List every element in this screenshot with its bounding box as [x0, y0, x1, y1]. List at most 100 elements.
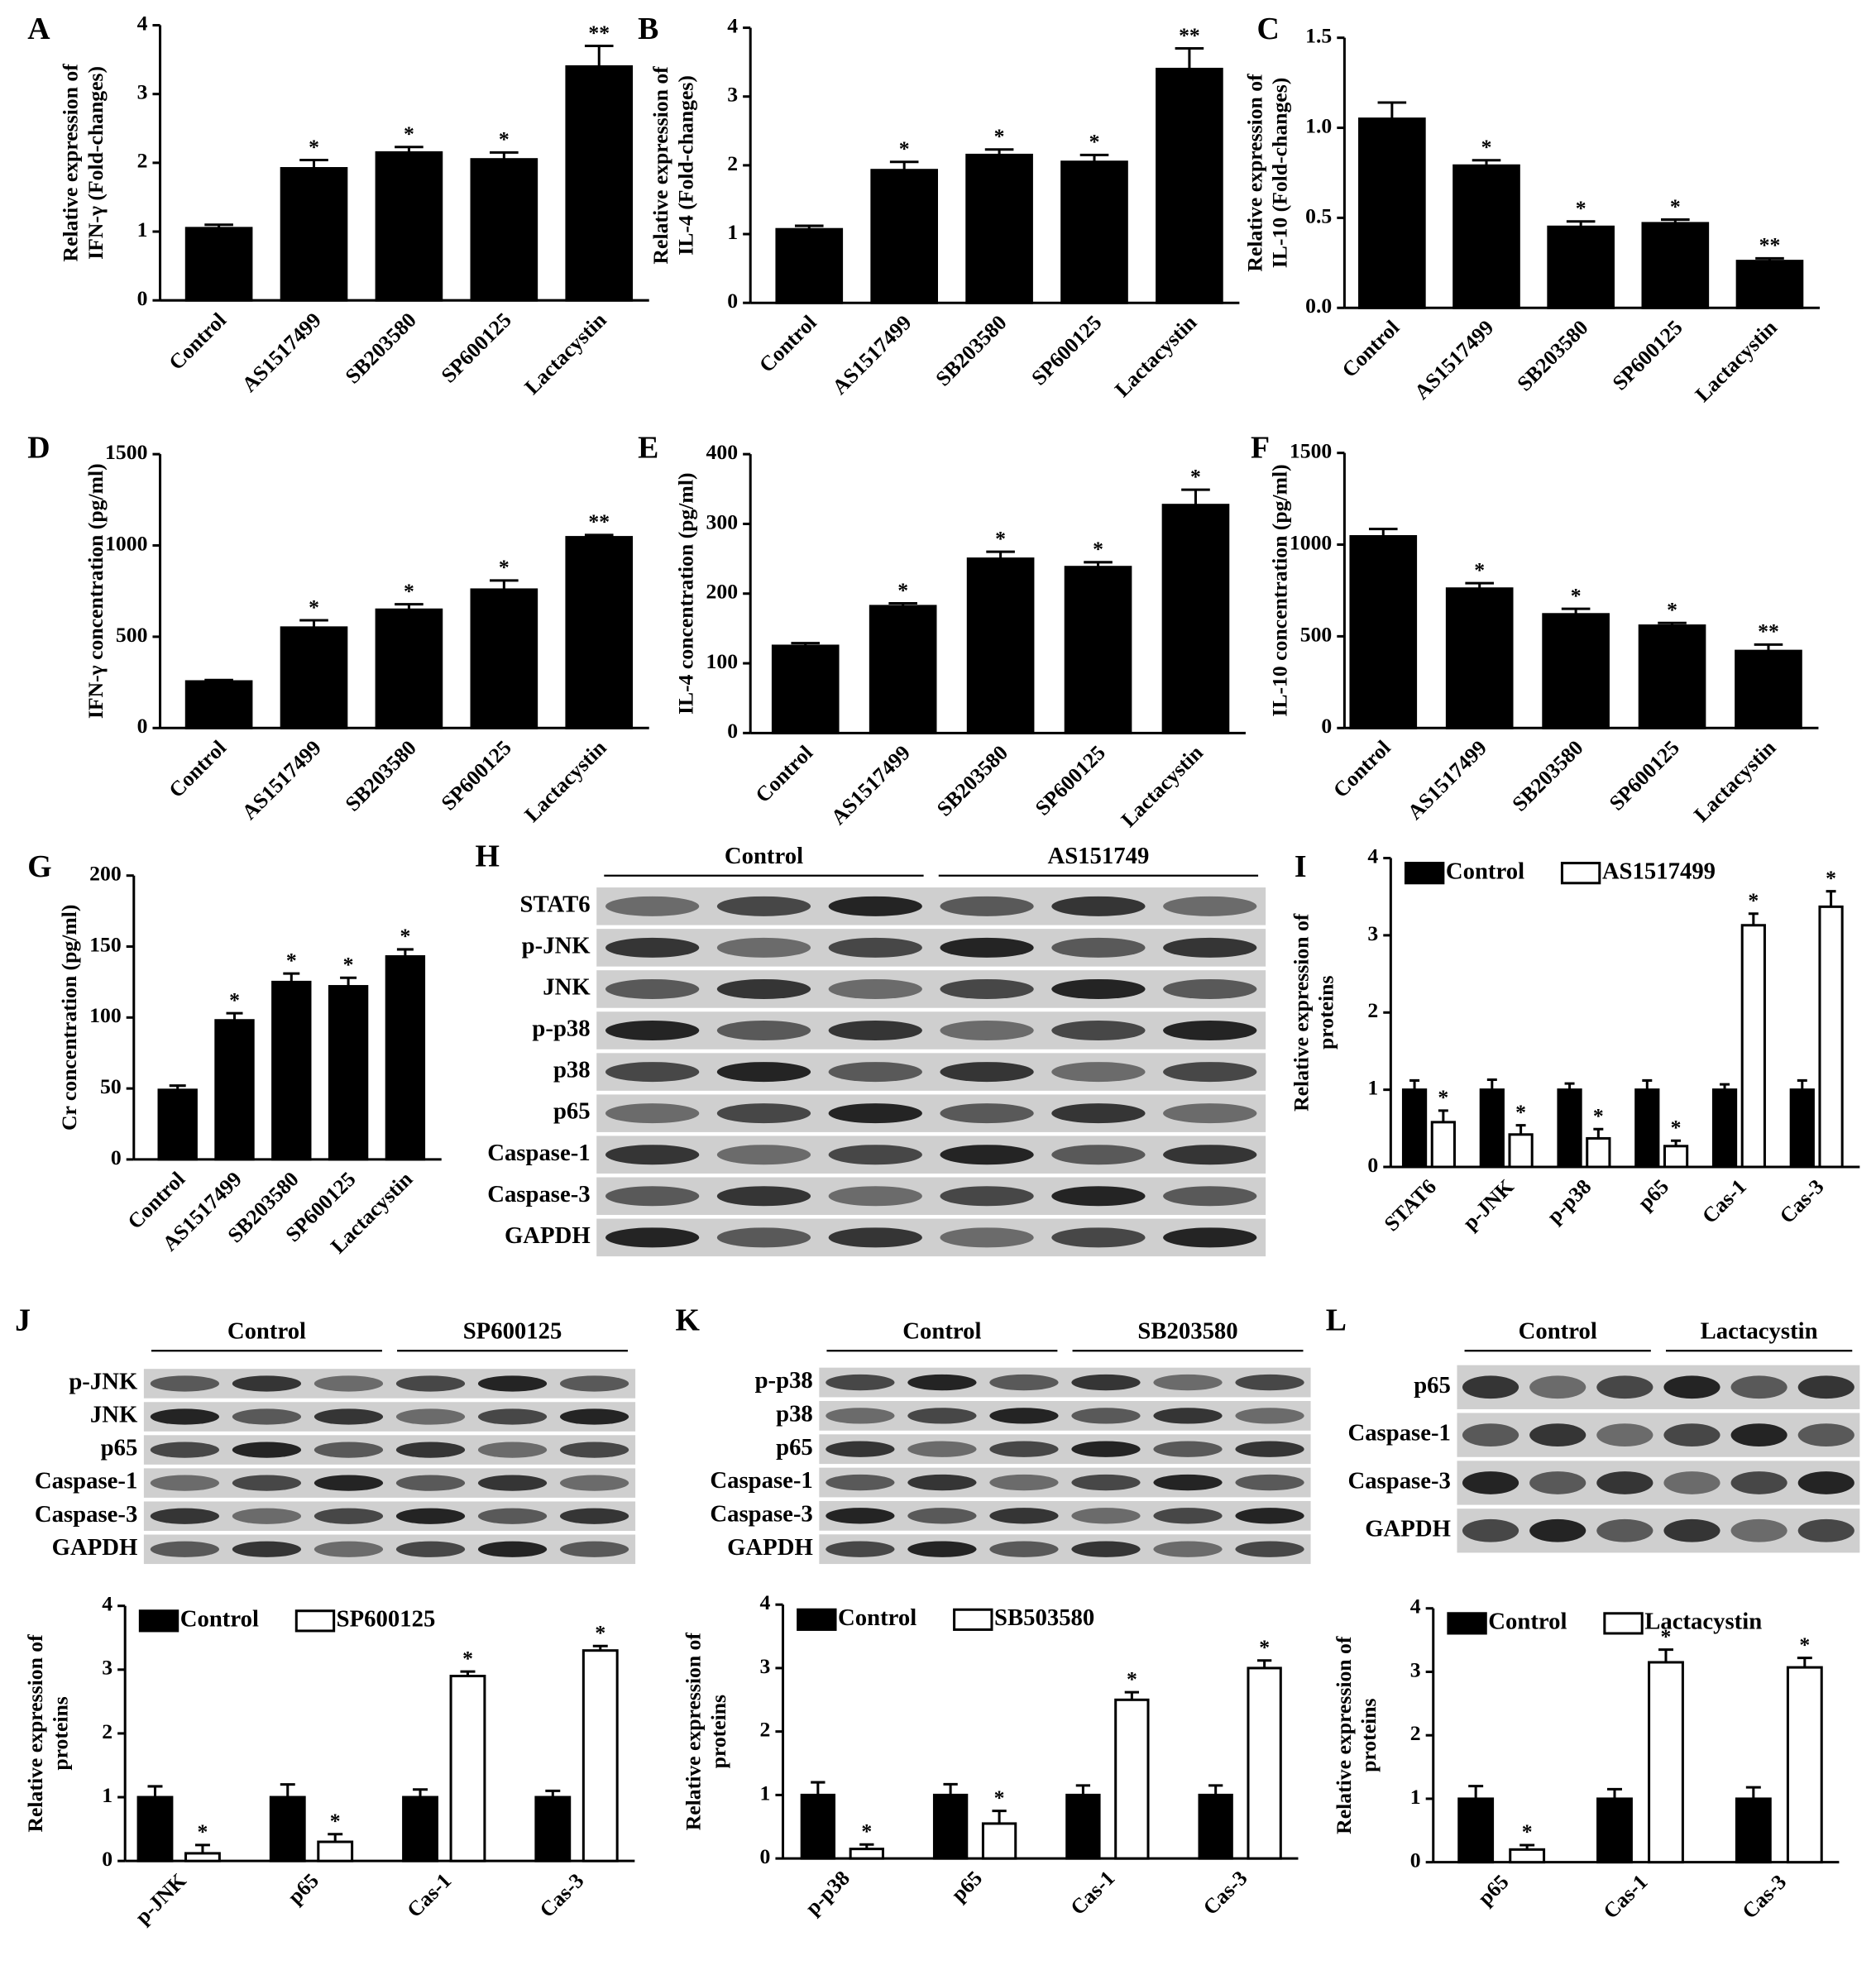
blot-strip [596, 929, 1266, 967]
y-tick-label: 150 [89, 932, 122, 956]
panel-label: D [27, 430, 50, 465]
band [1462, 1518, 1519, 1542]
bar [870, 169, 938, 304]
y-tick-label: 0 [760, 1844, 771, 1868]
x-tick-label: STAT6 [1380, 1174, 1441, 1236]
y-tick-label: 1 [137, 218, 148, 241]
significance-label: * [1089, 130, 1100, 154]
band [1163, 1062, 1257, 1083]
band [1596, 1423, 1653, 1447]
legend-label: Control [180, 1605, 259, 1632]
band [605, 978, 700, 999]
y-tick-label: 0 [1321, 714, 1332, 738]
band [828, 1021, 922, 1041]
blot-strip [1457, 1509, 1860, 1553]
band [150, 1442, 219, 1458]
panel-label: L [1326, 1303, 1347, 1338]
bar [1586, 1136, 1611, 1169]
y-tick-label: 4 [1367, 844, 1378, 868]
band [1163, 1186, 1257, 1207]
error-bar [340, 976, 357, 987]
y-tick-label: 4 [137, 11, 148, 35]
y-tick-label: 1 [1367, 1076, 1378, 1100]
x-tick-label: p65 [946, 1866, 987, 1906]
significance-label: * [1481, 135, 1492, 159]
y-tick-label: 0 [111, 1145, 122, 1169]
legend-swatch [138, 1609, 179, 1633]
band [907, 1541, 977, 1557]
band [907, 1408, 977, 1424]
error-bar [1755, 256, 1784, 261]
band [313, 1442, 384, 1458]
x-tick-label: p-p38 [1542, 1174, 1596, 1228]
bar [1065, 1793, 1101, 1860]
y-tick-label: 0 [102, 1847, 112, 1871]
y-tick-label: 0.5 [1305, 203, 1332, 227]
band [1071, 1474, 1141, 1491]
error-bar [169, 1084, 186, 1090]
significance-label: * [1190, 464, 1201, 488]
band [1153, 1374, 1223, 1391]
x-tick-label: SP600125 [1605, 735, 1684, 815]
y-axis-label: proteins [1314, 976, 1338, 1050]
bar [1786, 1666, 1823, 1864]
band [716, 1062, 811, 1083]
x-tick-label: Cas-1 [1065, 1866, 1119, 1920]
significance-label: * [499, 555, 510, 579]
blot-strip [819, 1534, 1311, 1565]
significance-label: * [330, 1809, 341, 1833]
bar [1735, 1797, 1772, 1864]
band [477, 1475, 548, 1491]
band [1596, 1518, 1653, 1542]
bar [1648, 1661, 1684, 1864]
legend-label: Control [1446, 858, 1524, 884]
x-tick-label: Cas-1 [1697, 1174, 1751, 1228]
protein-label: p38 [553, 1057, 591, 1083]
band [989, 1441, 1059, 1457]
band [1596, 1471, 1653, 1494]
bar [1349, 535, 1418, 729]
panel-label: J [15, 1303, 31, 1338]
y-tick-label: 1.5 [1305, 24, 1332, 48]
band [477, 1375, 548, 1392]
band [1235, 1408, 1304, 1424]
bar [771, 644, 840, 734]
error-bar [1754, 643, 1783, 652]
x-tick-label: SP600125 [1031, 740, 1110, 820]
band [828, 937, 922, 958]
protein-label: p-JNK [69, 1369, 138, 1395]
significance-label: * [404, 579, 414, 603]
y-axis-label: Relative expression of [1242, 74, 1266, 272]
band [826, 1408, 895, 1424]
band [232, 1408, 302, 1425]
band [828, 978, 922, 999]
band [559, 1442, 629, 1458]
blot-strip [596, 1136, 1266, 1174]
error-bar [1519, 1843, 1535, 1850]
bar [981, 1822, 1017, 1860]
significance-label: * [1438, 1085, 1448, 1109]
band [716, 1103, 811, 1124]
band [395, 1508, 466, 1524]
x-tick-label: SB203580 [341, 735, 421, 815]
band [395, 1408, 466, 1425]
bar [965, 153, 1033, 304]
band [1235, 1474, 1304, 1491]
band [232, 1541, 302, 1557]
error-bar [1826, 890, 1836, 907]
legend-label: AS1517499 [1602, 858, 1716, 884]
x-tick-label: SP600125 [1608, 315, 1687, 394]
band [1153, 1441, 1223, 1457]
band [1071, 1408, 1141, 1424]
x-tick-label: Lactacystin [1110, 310, 1201, 401]
band [1529, 1375, 1586, 1399]
significance-label: * [1826, 866, 1836, 890]
bar [1641, 222, 1710, 309]
y-tick-label: 1 [1410, 1785, 1421, 1809]
band [605, 896, 700, 916]
y-tick-label: 2 [727, 151, 738, 175]
bar [1064, 566, 1132, 734]
band [559, 1475, 629, 1491]
y-tick-label: 100 [706, 649, 739, 673]
x-tick-label: SP600125 [1027, 310, 1106, 390]
